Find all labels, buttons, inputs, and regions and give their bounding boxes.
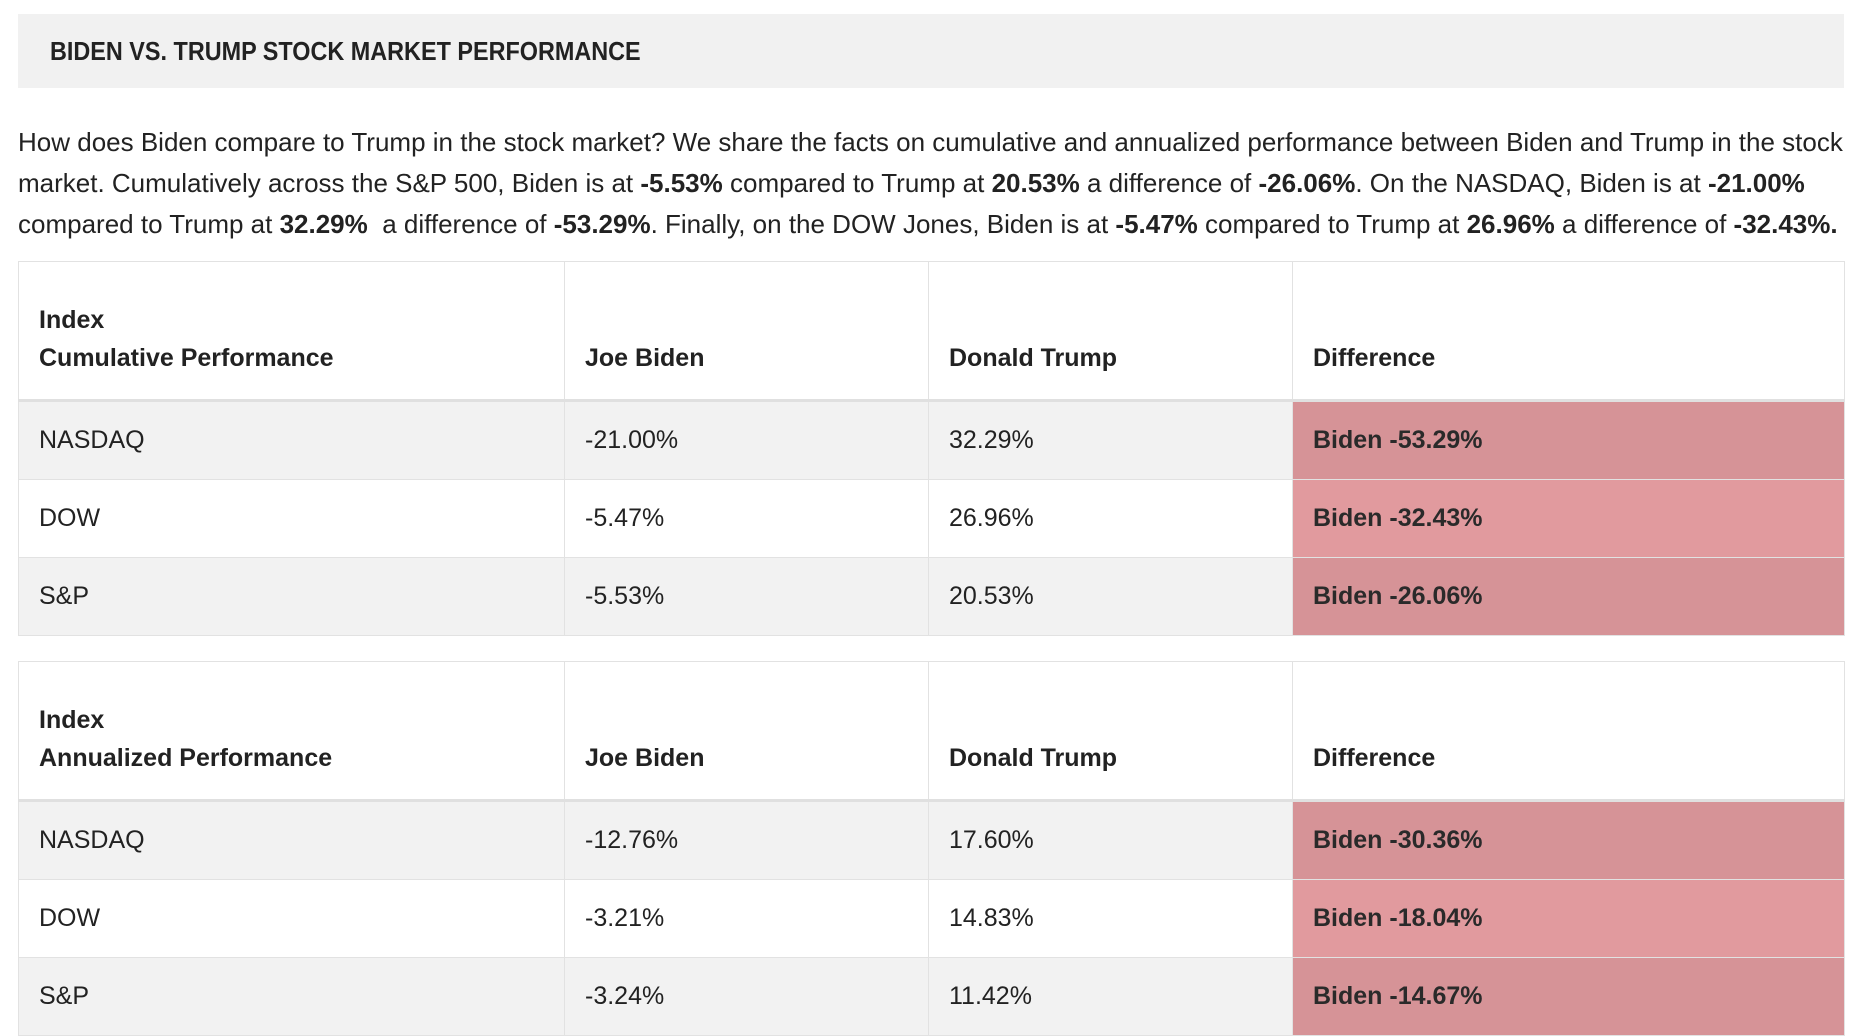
header-joe-biden: Joe Biden [564,661,929,802]
cell-biden: -3.24% [564,957,929,1036]
cell-difference: Biden -32.43% [1292,479,1845,558]
intro-highlight: -5.53% [640,168,723,198]
cell-index: S&P [18,557,565,636]
cell-difference: Biden -26.06% [1292,557,1845,636]
table-row: S&P -5.53% 20.53% Biden -26.06% [18,557,1845,636]
article-section: BIDEN VS. TRUMP STOCK MARKET PERFORMANCE… [18,14,1845,1036]
cell-difference: Biden -30.36% [1292,800,1845,880]
table-row: DOW -5.47% 26.96% Biden -32.43% [18,479,1845,558]
cell-trump: 20.53% [928,557,1293,636]
cell-difference: Biden -53.29% [1292,400,1845,480]
cell-biden: -5.47% [564,479,929,558]
intro-paragraph: How does Biden compare to Trump in the s… [18,122,1844,245]
header-index: Index Cumulative Performance [18,261,565,402]
header-donald-trump: Donald Trump [928,661,1293,802]
cell-difference: Biden -18.04% [1292,879,1845,958]
intro-text: . Finally, on the DOW Jones, Biden is at [650,209,1116,239]
intro-text: How does Biden compare to Trump in the s… [18,127,1843,198]
cell-trump: 26.96% [928,479,1293,558]
cell-index: NASDAQ [18,400,565,480]
cell-difference: Biden -14.67% [1292,957,1845,1036]
table-row: DOW -3.21% 14.83% Biden -18.04% [18,879,1845,958]
header-joe-biden: Joe Biden [564,261,929,402]
cell-trump: 17.60% [928,800,1293,880]
cell-trump: 11.42% [928,957,1293,1036]
header-index-label: Index [39,306,105,334]
cell-index: NASDAQ [18,800,565,880]
cumulative-performance-table: Index Cumulative Performance Joe Biden D… [18,261,1845,636]
intro-text: compared to Trump at [18,209,280,239]
intro-highlight: -26.06% [1258,168,1356,198]
intro-text: compared to Trump at [1197,209,1467,239]
intro-text: a difference of [1554,209,1734,239]
intro-highlight: -32.43%. [1733,209,1838,239]
table-row: S&P -3.24% 11.42% Biden -14.67% [18,957,1845,1036]
intro-highlight: -53.29% [553,209,651,239]
header-index-label: Index [39,706,105,734]
cell-index: DOW [18,479,565,558]
intro-highlight: 20.53% [991,168,1080,198]
intro-text: a difference of [1079,168,1259,198]
section-title-bar: BIDEN VS. TRUMP STOCK MARKET PERFORMANCE [18,14,1844,88]
intro-text: a difference of [367,209,554,239]
table-header-row: Index Cumulative Performance Joe Biden D… [18,261,1845,402]
intro-highlight: -5.47% [1115,209,1198,239]
cell-index: S&P [18,957,565,1036]
section-title: BIDEN VS. TRUMP STOCK MARKET PERFORMANCE [50,35,641,66]
cell-biden: -3.21% [564,879,929,958]
intro-highlight: -21.00% [1707,168,1805,198]
cell-biden: -12.76% [564,800,929,880]
cell-trump: 14.83% [928,879,1293,958]
cell-biden: -21.00% [564,400,929,480]
table-row: NASDAQ -12.76% 17.60% Biden -30.36% [18,800,1845,880]
intro-text: . On the NASDAQ, Biden is at [1355,168,1708,198]
header-index: Index Annualized Performance [18,661,565,802]
intro-highlight: 32.29% [279,209,368,239]
header-difference: Difference [1292,261,1845,402]
cell-index: DOW [18,879,565,958]
annualized-performance-table: Index Annualized Performance Joe Biden D… [18,661,1845,1036]
header-performance-label: Annualized Performance [39,744,333,772]
cell-trump: 32.29% [928,400,1293,480]
header-donald-trump: Donald Trump [928,261,1293,402]
table-row: NASDAQ -21.00% 32.29% Biden -53.29% [18,400,1845,480]
cell-biden: -5.53% [564,557,929,636]
intro-text: compared to Trump at [722,168,992,198]
table-header-row: Index Annualized Performance Joe Biden D… [18,661,1845,802]
header-performance-label: Cumulative Performance [39,344,334,372]
header-difference: Difference [1292,661,1845,802]
intro-highlight: 26.96% [1466,209,1555,239]
